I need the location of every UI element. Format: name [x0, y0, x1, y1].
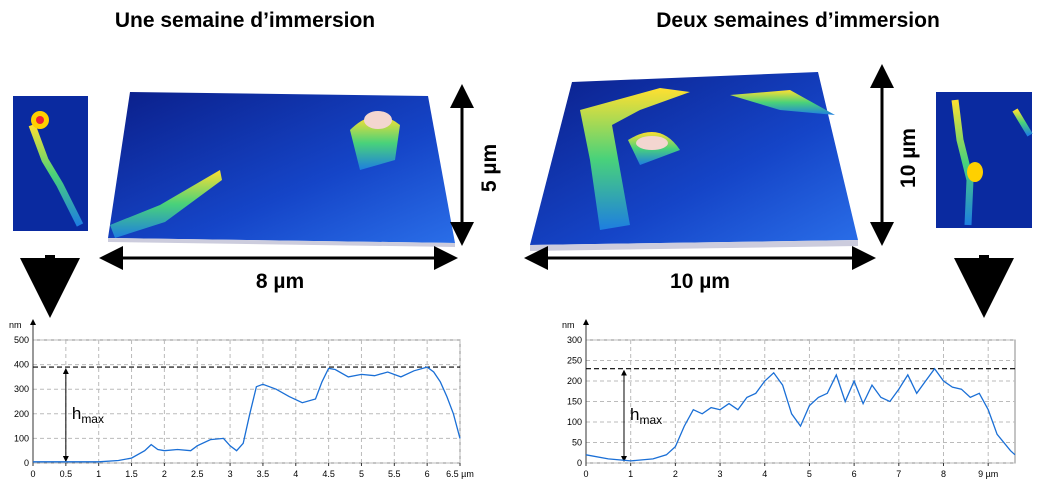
x-tick-label: 0 [30, 469, 35, 479]
plot-area [32, 339, 461, 464]
x-tick-label: 0 [583, 469, 588, 479]
y-tick-label: 0 [577, 458, 582, 468]
afm-feature [36, 116, 44, 124]
afm-3d-edge [108, 238, 455, 247]
y-unit: nm [562, 320, 575, 330]
annotation-subscript: max [639, 413, 662, 427]
x-tick-label: 3.5 [257, 469, 270, 479]
x-tick-label: 0.5 [60, 469, 73, 479]
y-unit: nm [9, 320, 22, 330]
x-tick-label: 8 [941, 469, 946, 479]
x-tick-label: 2 [673, 469, 678, 479]
afm-feature [350, 116, 400, 170]
y-tick-label: 200 [567, 376, 582, 386]
height-label: 5 µm [478, 144, 501, 192]
y-tick-label: 500 [14, 335, 29, 345]
x-tick-label: 2 [162, 469, 167, 479]
x-tick-label: 5 [807, 469, 812, 479]
afm-feature [967, 162, 983, 182]
x-tick-label: 6 [852, 469, 857, 479]
y-tick-label: 100 [14, 433, 29, 443]
afm-feature [110, 170, 222, 238]
y-tick-label: 150 [567, 397, 582, 407]
y-tick-label: 300 [567, 335, 582, 345]
annotation-text: h [72, 404, 81, 423]
x-tick-label: 3 [228, 469, 233, 479]
annotation-text: h [630, 405, 639, 424]
x-tick-label: 6.5 µm [446, 469, 474, 479]
x-tick-label: 1.5 [125, 469, 138, 479]
panel-title: Deux semaines d’immersion [656, 9, 940, 32]
width-label: 10 µm [670, 270, 730, 293]
afm-feature [951, 99, 974, 226]
x-tick-label: 1 [628, 469, 633, 479]
x-tick-label: 1 [96, 469, 101, 479]
panel-title: Une semaine d’immersion [115, 9, 375, 32]
y-tick-label: 200 [14, 409, 29, 419]
x-tick-label: 6 [425, 469, 430, 479]
afm-feature [28, 123, 84, 227]
profile-line [585, 367, 1016, 462]
x-tick-label: 4 [762, 469, 767, 479]
x-tick-label: 3 [718, 469, 723, 479]
y-tick-label: 250 [567, 356, 582, 366]
y-tick-label: 50 [572, 438, 582, 448]
x-tick-label: 5 [359, 469, 364, 479]
afm-feature [636, 136, 668, 150]
profile-line [33, 366, 461, 463]
x-tick-label: 9 µm [978, 469, 998, 479]
y-tick-label: 300 [14, 384, 29, 394]
annotation: hmax [72, 404, 104, 426]
afm-feature [1012, 108, 1033, 137]
annotation-subscript: max [81, 412, 104, 426]
x-tick-label: 2.5 [191, 469, 204, 479]
x-tick-label: 4 [293, 469, 298, 479]
x-tick-label: 7 [896, 469, 901, 479]
afm-feature [364, 111, 392, 129]
afm-3d [530, 72, 858, 245]
height-label: 10 µm [897, 128, 920, 188]
afm-feature [580, 88, 690, 230]
width-label: 8 µm [256, 270, 304, 293]
y-tick-label: 400 [14, 360, 29, 370]
annotation: hmax [630, 405, 662, 427]
x-tick-label: 5.5 [388, 469, 401, 479]
y-tick-label: 100 [567, 417, 582, 427]
afm-feature [730, 90, 835, 115]
y-tick-label: 0 [24, 458, 29, 468]
x-tick-label: 4.5 [322, 469, 335, 479]
